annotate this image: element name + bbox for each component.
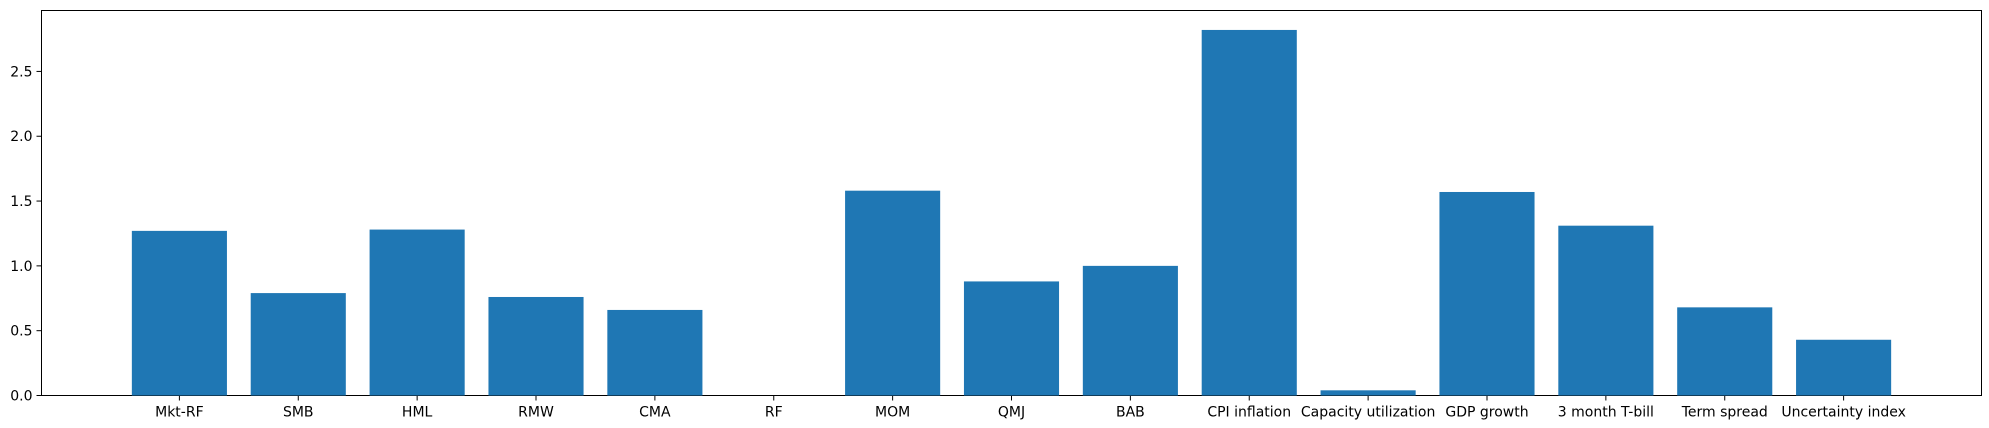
y-axis-ticks: 0.0 0.5 1.0 1.5 2.0 2.5 — [10, 64, 42, 405]
y-tick-label: 0.0 — [10, 389, 32, 405]
x-tick-label: HML — [402, 405, 433, 421]
x-tick-label: QMJ — [998, 405, 1025, 421]
y-tick-label: 2.0 — [10, 129, 32, 145]
y-tick-label: 1.5 — [10, 194, 32, 210]
bar-mkt-rf — [131, 230, 227, 396]
x-tick-label: Capacity utilization — [1301, 405, 1435, 421]
bars-group — [131, 29, 1892, 396]
x-tick-label: Uncertainty index — [1781, 405, 1906, 421]
bar-smb — [250, 293, 346, 396]
bar-cma — [607, 309, 703, 396]
bar-3-month-t-bill — [1558, 225, 1654, 396]
bar-qmj — [963, 281, 1060, 396]
bar-term-spread — [1677, 307, 1773, 396]
x-tick-label: CMA — [639, 405, 671, 421]
y-tick-label: 0.5 — [10, 324, 32, 340]
x-axis-ticks: Mkt-RF SMB HML RMW CMA RF MOM QMJ BAB CPI inflati… — [155, 395, 1906, 421]
y-tick-label: 2.5 — [10, 64, 32, 80]
bar-bab — [1082, 265, 1178, 396]
bar-cpi-inflation — [1201, 29, 1297, 396]
x-tick-label: RMW — [518, 405, 554, 421]
x-tick-label: GDP growth — [1445, 405, 1528, 421]
bar-rmw — [488, 296, 584, 396]
bar-hml — [369, 229, 465, 396]
bar-mom — [845, 190, 941, 396]
bar-gdp-growth — [1439, 191, 1535, 396]
x-tick-label: BAB — [1116, 405, 1145, 421]
x-tick-label: Mkt-RF — [155, 405, 204, 421]
x-tick-label: RF — [765, 405, 783, 421]
x-tick-label: CPI inflation — [1207, 405, 1291, 421]
x-tick-label: SMB — [283, 405, 314, 421]
x-tick-label: 3 month T-bill — [1558, 405, 1654, 421]
x-tick-label: Term spread — [1681, 405, 1768, 421]
bar-capacity-utilization — [1320, 390, 1416, 396]
x-tick-label: MOM — [875, 405, 910, 421]
bar-uncertainty-index — [1796, 339, 1892, 396]
y-tick-label: 1.0 — [10, 259, 32, 275]
